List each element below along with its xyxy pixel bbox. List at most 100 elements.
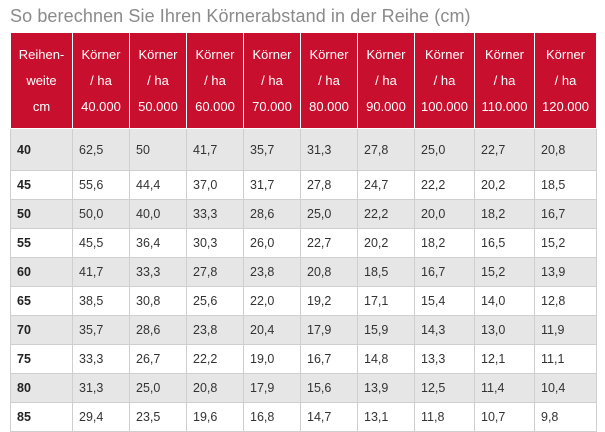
header-line: Körner	[252, 46, 292, 62]
seed-distance-cell: 16,7	[534, 199, 597, 229]
seed-distance-cell: 15,2	[474, 257, 535, 287]
header-seeds-per-ha: Körner / ha 60.000	[186, 32, 244, 129]
seed-distance-cell: 12,5	[414, 373, 475, 403]
seed-distance-cell: 17,9	[300, 315, 358, 345]
header-seeds-per-ha: Körner / ha 120.000	[534, 32, 597, 129]
seed-distance-cell: 35,7	[72, 315, 130, 345]
seed-distance-cell: 9,8	[534, 402, 597, 432]
header-line: / ha	[147, 72, 169, 88]
seed-distance-cell: 20,4	[243, 315, 301, 345]
seed-distance-cell: 10,4	[534, 373, 597, 403]
header-line: Körner	[195, 46, 235, 62]
seed-distance-cell: 55,6	[72, 170, 130, 200]
table-header: Reihen-weite cm Körner / ha 40.000 Körner / ha…	[10, 32, 597, 129]
header-line: 50.000	[138, 98, 178, 114]
seed-distance-cell: 24,7	[357, 170, 415, 200]
header-line: Körner	[484, 46, 525, 62]
seed-distance-cell: 31,7	[243, 170, 301, 200]
header-line: 100.000	[421, 98, 468, 114]
seed-distance-cell: 15,2	[534, 228, 597, 258]
seed-distance-cell: 14,3	[414, 315, 475, 345]
seed-distance-cell: 16,5	[474, 228, 535, 258]
table-row: 45 55,6 44,4 37,0 31,7 27,8 24,7 22,2 20,2 18,5	[10, 170, 597, 200]
header-seeds-per-ha: Körner / ha 40.000	[72, 32, 130, 129]
seed-distance-cell: 19,2	[300, 286, 358, 316]
seed-distance-cell: 37,0	[186, 170, 244, 200]
header-line: / ha	[204, 72, 226, 88]
table-row: 70 35,7 28,6 23,8 20,4 17,9 15,9 14,3 13,0 11,9	[10, 315, 597, 345]
header-line: Körner	[424, 46, 465, 62]
seed-distance-cell: 33,3	[186, 199, 244, 229]
header-seeds-per-ha: Körner / ha 100.000	[414, 32, 475, 129]
seed-distance-cell: 16,7	[300, 344, 358, 374]
seed-distance-cell: 22,7	[474, 128, 535, 171]
seed-distance-cell: 18,5	[534, 170, 597, 200]
seed-distance-cell: 20,2	[474, 170, 535, 200]
seed-distance-cell: 18,2	[474, 199, 535, 229]
header-seeds-per-ha: Körner / ha 80.000	[300, 32, 358, 129]
row-spacing-cell: 75	[10, 344, 73, 374]
row-spacing-cell: 40	[10, 128, 73, 171]
seed-distance-cell: 23,5	[129, 402, 187, 432]
seed-distance-cell: 35,7	[243, 128, 301, 171]
seed-spacing-table-container: Reihen-weite cm Körner / ha 40.000 Körner / ha…	[10, 32, 597, 432]
header-seeds-per-ha: Körner / ha 70.000	[243, 32, 301, 129]
row-spacing-cell: 80	[10, 373, 73, 403]
seed-distance-cell: 15,9	[357, 315, 415, 345]
seed-distance-cell: 10,7	[474, 402, 535, 432]
table-row: 80 31,3 25,0 20,8 17,9 15,6 13,9 12,5 11,4 10,4	[10, 373, 597, 403]
seed-distance-cell: 44,4	[129, 170, 187, 200]
seed-distance-cell: 30,3	[186, 228, 244, 258]
row-spacing-cell: 50	[10, 199, 73, 229]
seed-distance-cell: 40,0	[129, 199, 187, 229]
seed-distance-cell: 33,3	[72, 344, 130, 374]
seed-distance-cell: 23,8	[243, 257, 301, 287]
seed-distance-cell: 27,8	[357, 128, 415, 171]
header-line: 70.000	[252, 98, 292, 114]
table-row: 40 62,5 50 41,7 35,7 31,3 27,8 25,0 22,7 20,8	[10, 128, 597, 171]
header-row: Reihen-weite cm Körner / ha 40.000 Körner / ha…	[10, 32, 597, 129]
seed-distance-cell: 41,7	[186, 128, 244, 171]
seed-distance-cell: 13,9	[357, 373, 415, 403]
seed-distance-cell: 20,0	[414, 199, 475, 229]
seed-distance-cell: 22,0	[243, 286, 301, 316]
seed-distance-cell: 15,4	[414, 286, 475, 316]
table-row: 65 38,5 30,8 25,6 22,0 19,2 17,1 15,4 14,0 12,8	[10, 286, 597, 316]
header-line: Reihen-	[18, 46, 65, 62]
seed-distance-cell: 28,6	[129, 315, 187, 345]
header-line: / ha	[493, 72, 516, 88]
row-spacing-cell: 65	[10, 286, 73, 316]
header-line: weite	[26, 72, 57, 88]
header-line: / ha	[375, 72, 397, 88]
seed-distance-cell: 25,0	[300, 199, 358, 229]
seed-distance-cell: 30,8	[129, 286, 187, 316]
header-line: Körner	[545, 46, 586, 62]
row-spacing-cell: 45	[10, 170, 73, 200]
seed-distance-cell: 13,9	[534, 257, 597, 287]
seed-distance-cell: 23,8	[186, 315, 244, 345]
seed-distance-cell: 16,8	[243, 402, 301, 432]
row-spacing-cell: 85	[10, 402, 73, 432]
seed-distance-cell: 12,1	[474, 344, 535, 374]
seed-distance-cell: 20,8	[300, 257, 358, 287]
header-line: / ha	[261, 72, 283, 88]
seed-distance-cell: 22,2	[186, 344, 244, 374]
table-row: 85 29,4 23,5 19,6 16,8 14,7 13,1 11,8 10,7 9,8	[10, 402, 597, 432]
header-line: 60.000	[195, 98, 235, 114]
header-seeds-per-ha: Körner / ha 50.000	[129, 32, 187, 129]
seed-distance-cell: 13,1	[357, 402, 415, 432]
seed-distance-cell: 62,5	[72, 128, 130, 171]
seed-distance-cell: 20,8	[186, 373, 244, 403]
header-line: / ha	[318, 72, 340, 88]
seed-distance-cell: 20,2	[357, 228, 415, 258]
seed-distance-cell: 14,8	[357, 344, 415, 374]
header-line: / ha	[554, 72, 577, 88]
seed-distance-cell: 22,7	[300, 228, 358, 258]
seed-distance-cell: 11,9	[534, 315, 597, 345]
seed-distance-cell: 26,0	[243, 228, 301, 258]
header-line: Körner	[138, 46, 178, 62]
seed-distance-cell: 29,4	[72, 402, 130, 432]
seed-distance-cell: 31,3	[300, 128, 358, 171]
seed-distance-cell: 41,7	[72, 257, 130, 287]
table-row: 75 33,3 26,7 22,2 19,0 16,7 14,8 13,3 12,1 11,1	[10, 344, 597, 374]
